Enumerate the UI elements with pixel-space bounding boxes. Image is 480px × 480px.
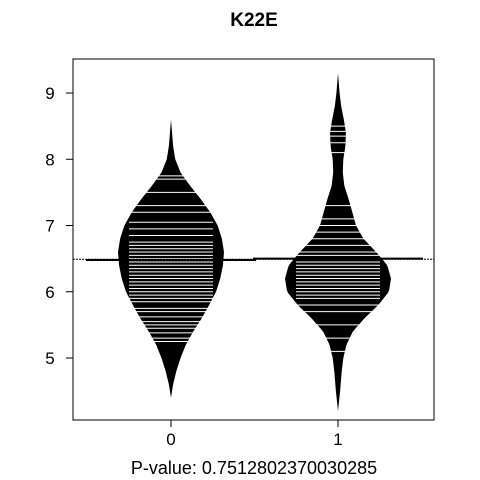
x-tick-label: 1 <box>333 430 342 449</box>
y-tick-label: 5 <box>45 349 54 368</box>
y-axis: 5 6 7 8 9 <box>45 84 74 368</box>
x-axis-label: P-value: 0.7512802370030285 <box>131 458 377 478</box>
x-tick-label: 0 <box>166 430 175 449</box>
y-tick-label: 7 <box>45 217 54 236</box>
y-tick-label: 6 <box>45 283 54 302</box>
violin-layer <box>86 73 423 412</box>
chart-title: K22E <box>230 10 278 31</box>
violin-1 <box>285 73 391 412</box>
y-tick-label: 9 <box>45 84 54 103</box>
y-tick-label: 8 <box>45 150 54 169</box>
